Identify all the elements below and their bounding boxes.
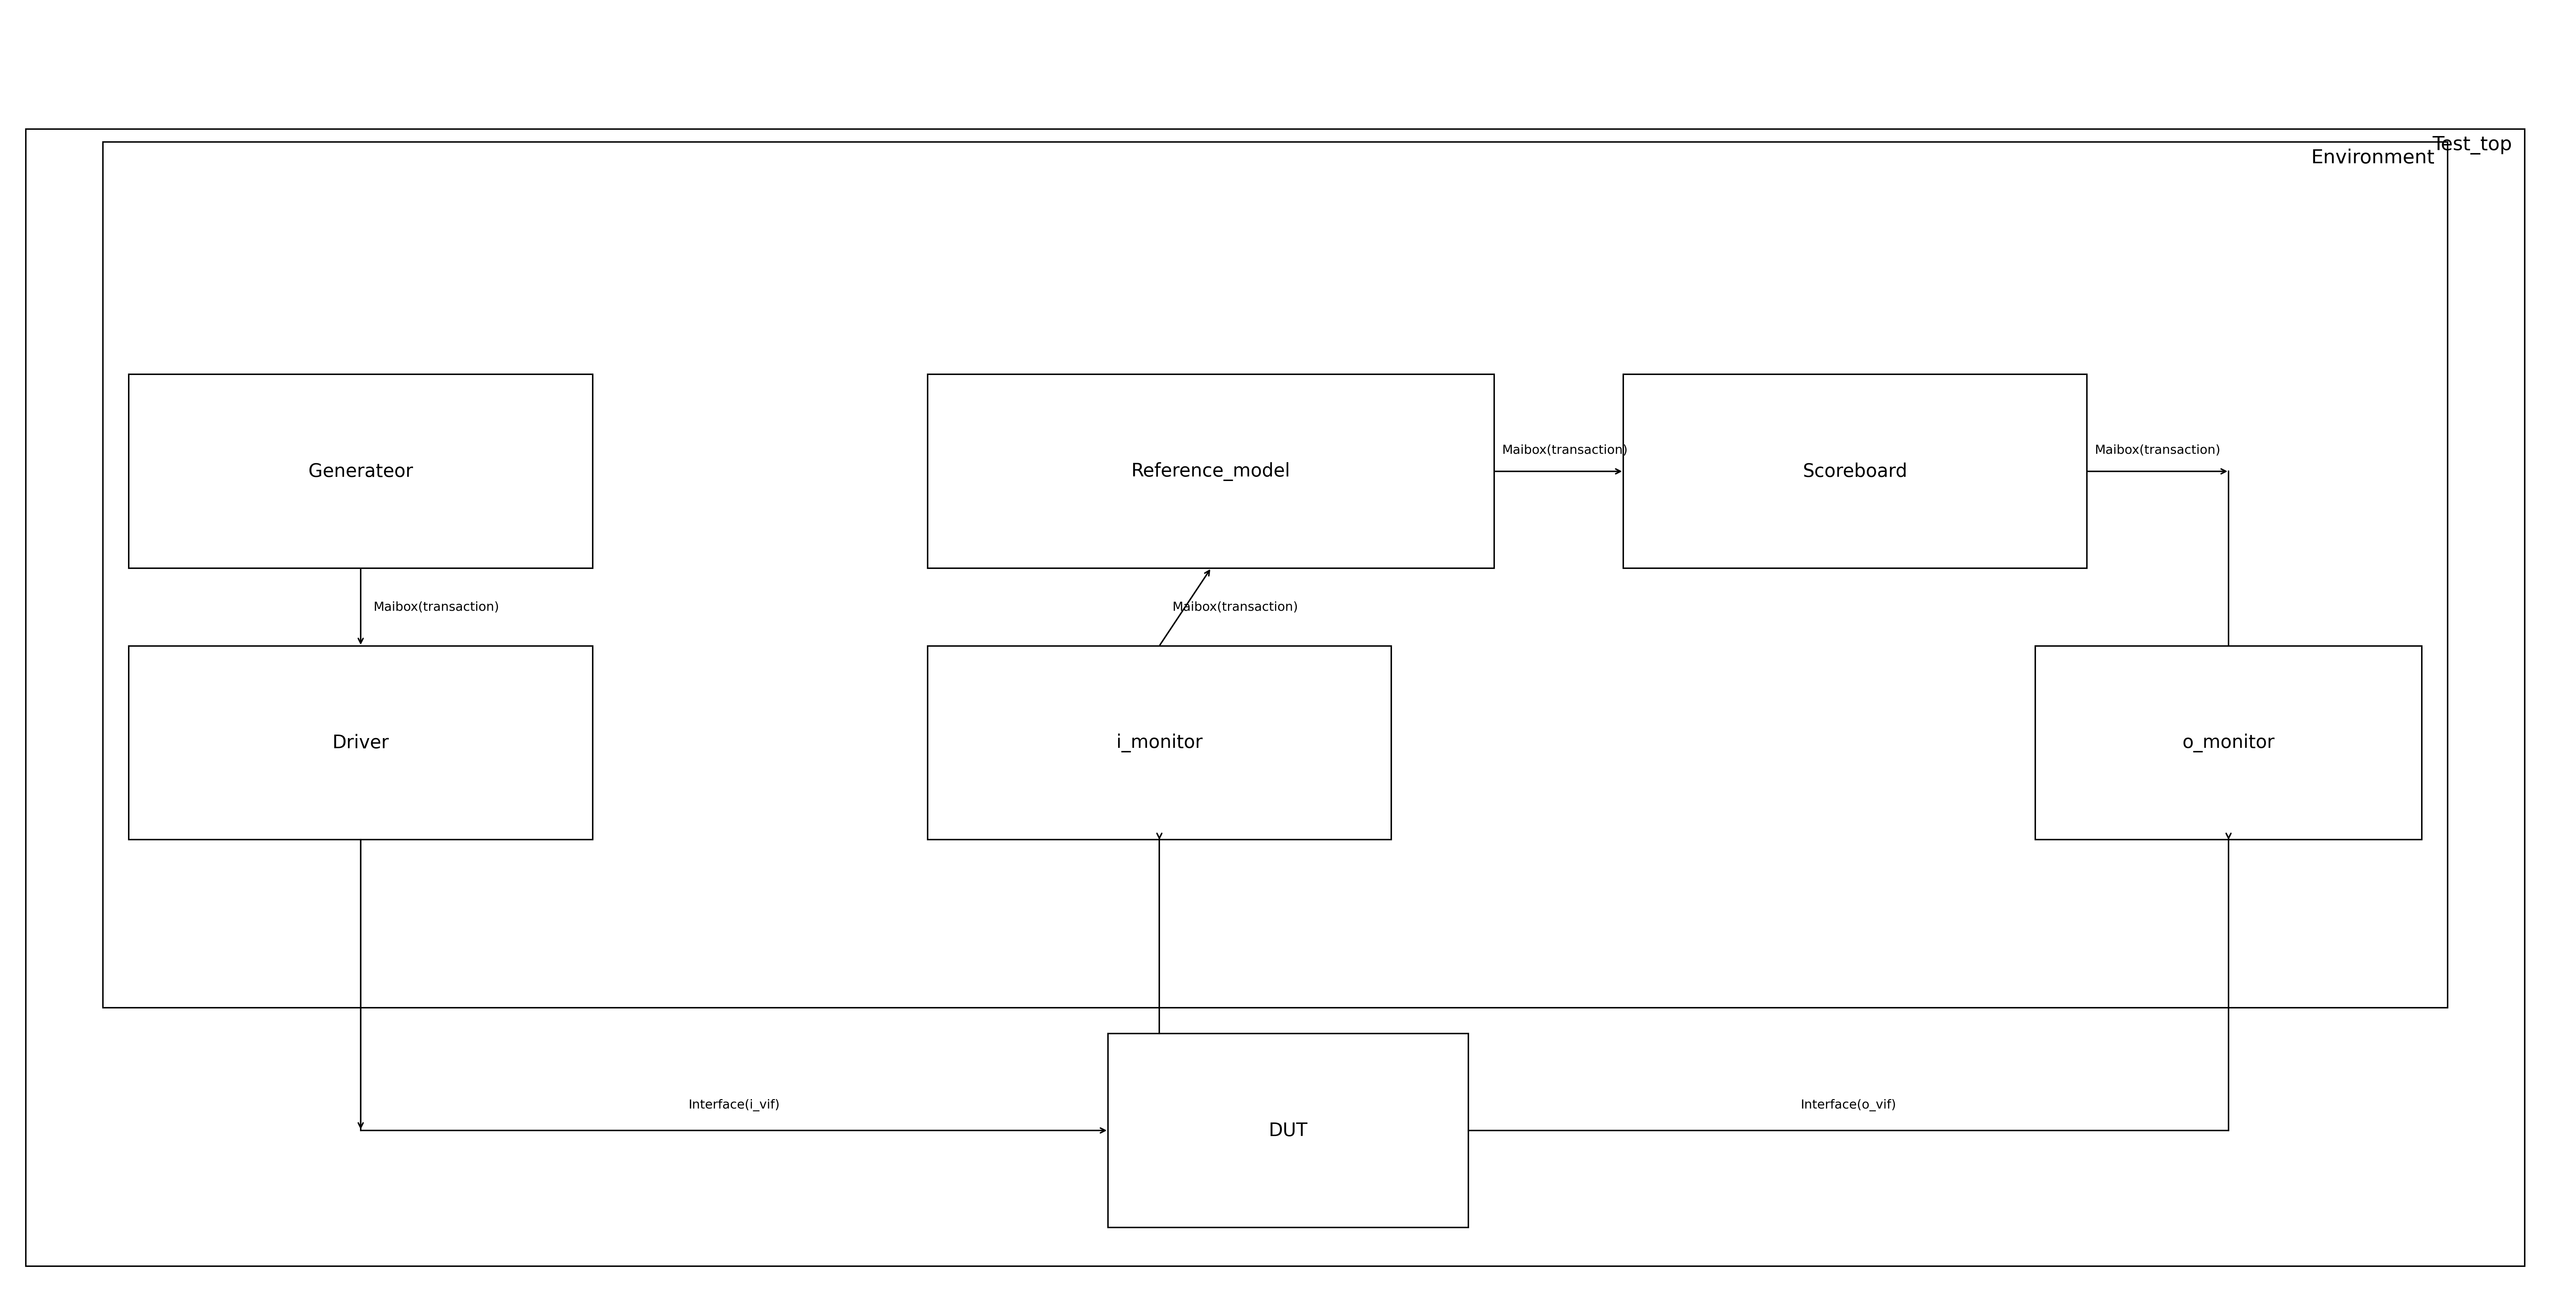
Text: Driver: Driver	[332, 734, 389, 752]
Bar	[2035, 646, 2421, 840]
Bar	[129, 375, 592, 568]
Bar	[129, 646, 592, 840]
Text: Scoreboard: Scoreboard	[1803, 463, 1906, 481]
Text: Interface(i_vif): Interface(i_vif)	[688, 1099, 781, 1111]
Text: Generateor: Generateor	[309, 463, 412, 481]
Text: Maibox(transaction): Maibox(transaction)	[2094, 444, 2221, 456]
Bar	[927, 375, 1494, 568]
Bar	[103, 142, 2447, 1008]
Bar	[26, 129, 2524, 1266]
Text: Test_top: Test_top	[2432, 136, 2512, 155]
Text: DUT: DUT	[1267, 1121, 1309, 1140]
Text: i_monitor: i_monitor	[1115, 734, 1203, 752]
Text: o_monitor: o_monitor	[2182, 734, 2275, 752]
Bar	[927, 646, 1391, 840]
Text: Maibox(transaction): Maibox(transaction)	[1172, 601, 1298, 614]
Bar	[1623, 375, 2087, 568]
Text: Maibox(transaction): Maibox(transaction)	[1502, 444, 1628, 456]
Text: Interface(o_vif): Interface(o_vif)	[1801, 1099, 1896, 1111]
Text: Maibox(transaction): Maibox(transaction)	[374, 601, 500, 614]
Bar	[1108, 1034, 1468, 1227]
Text: Reference_model: Reference_model	[1131, 463, 1291, 481]
Text: Environment: Environment	[2311, 149, 2434, 168]
